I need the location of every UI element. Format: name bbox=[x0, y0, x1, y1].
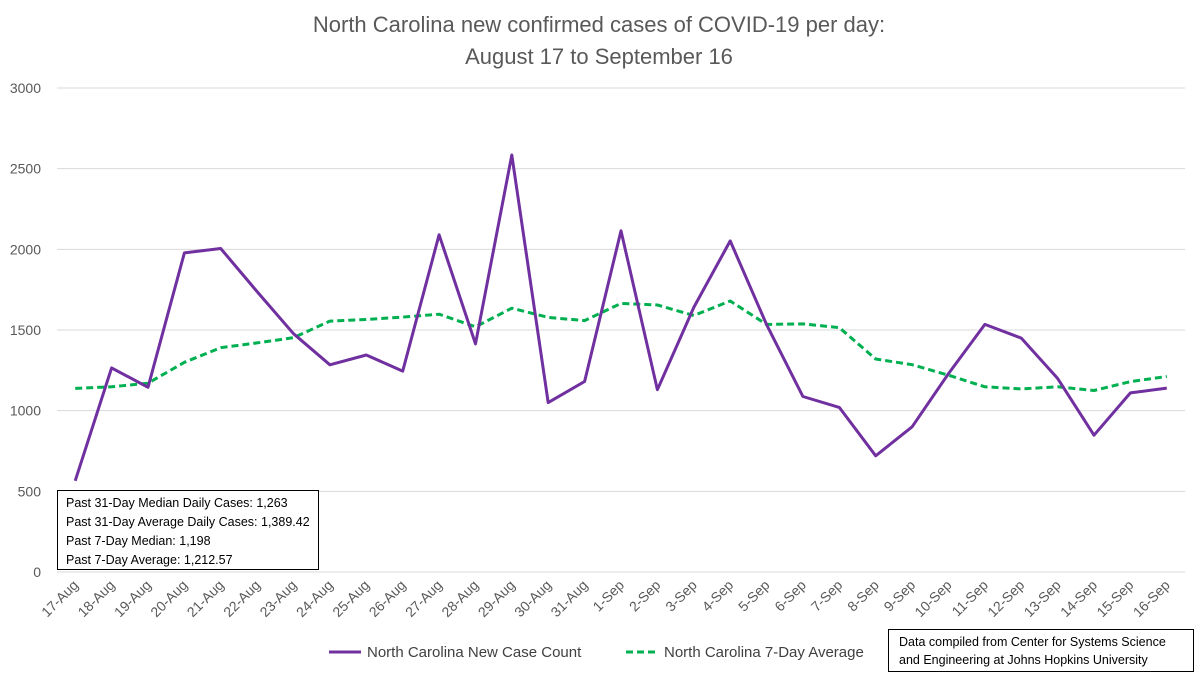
x-tick-label: 22-Aug bbox=[220, 577, 263, 620]
x-tick-label: 6-Sep bbox=[771, 577, 809, 615]
x-tick-label: 30-Aug bbox=[511, 577, 554, 620]
series-layer bbox=[73, 153, 1168, 482]
x-tick-label: 12-Sep bbox=[984, 577, 1027, 620]
x-tick-label: 26-Aug bbox=[366, 577, 409, 620]
x-tick-label: 18-Aug bbox=[74, 577, 117, 620]
x-tick-label: 10-Sep bbox=[911, 577, 954, 620]
chart-title-line2: August 17 to September 16 bbox=[465, 44, 733, 69]
x-tick-label: 3-Sep bbox=[662, 577, 700, 615]
x-tick-label: 31-Aug bbox=[547, 577, 590, 620]
x-tick-label: 1-Sep bbox=[589, 577, 627, 615]
stat-7day-average: Past 7-Day Average: 1,212.57 bbox=[66, 553, 233, 567]
x-tick-label: 29-Aug bbox=[475, 577, 518, 620]
legend-label-7day-average: North Carolina 7-Day Average bbox=[664, 644, 864, 661]
x-tick-label: 20-Aug bbox=[147, 577, 190, 620]
x-tick-label: 7-Sep bbox=[808, 577, 846, 615]
series-line-new-cases bbox=[73, 153, 1167, 482]
y-tick-label: 0 bbox=[33, 564, 41, 580]
x-tick-label: 25-Aug bbox=[329, 577, 372, 620]
x-tick-label: 11-Sep bbox=[948, 577, 991, 620]
y-tick-label: 1500 bbox=[10, 322, 41, 338]
x-tick-label: 8-Sep bbox=[844, 577, 882, 615]
x-tick-label: 28-Aug bbox=[438, 577, 481, 620]
x-tick-label: 23-Aug bbox=[256, 577, 299, 620]
legend-label-new-cases: North Carolina New Case Count bbox=[367, 644, 582, 661]
y-tick-label: 3000 bbox=[10, 80, 41, 96]
x-tick-label: 21-Aug bbox=[184, 577, 227, 620]
stat-31day-average: Past 31-Day Average Daily Cases: 1,389.4… bbox=[66, 515, 310, 529]
stats-box: Past 31-Day Median Daily Cases: 1,263 Pa… bbox=[57, 490, 319, 570]
y-tick-label: 500 bbox=[18, 483, 42, 499]
x-tick-label: 24-Aug bbox=[293, 577, 336, 620]
x-tick-label: 15-Sep bbox=[1093, 577, 1136, 620]
x-tick-label: 17-Aug bbox=[38, 577, 81, 620]
x-tick-label: 14-Sep bbox=[1057, 577, 1100, 620]
x-tick-label: 16-Sep bbox=[1130, 577, 1173, 620]
chart-title-line1: North Carolina new confirmed cases of CO… bbox=[313, 12, 885, 37]
y-tick-label: 2000 bbox=[10, 241, 41, 257]
x-tick-label: 13-Sep bbox=[1021, 577, 1064, 620]
x-axis-ticks: 17-Aug18-Aug19-Aug20-Aug21-Aug22-Aug23-A… bbox=[38, 577, 1173, 620]
x-tick-label: 4-Sep bbox=[699, 577, 737, 615]
y-tick-label: 2500 bbox=[10, 161, 41, 177]
x-tick-label: 2-Sep bbox=[626, 577, 664, 615]
x-tick-label: 19-Aug bbox=[111, 577, 154, 620]
series-line-7day-average bbox=[75, 299, 1168, 392]
stat-31day-median: Past 31-Day Median Daily Cases: 1,263 bbox=[66, 496, 288, 510]
x-tick-label: 27-Aug bbox=[402, 577, 445, 620]
legend: North Carolina New Case Count North Caro… bbox=[329, 644, 864, 661]
y-axis-ticks: 0 500 1000 1500 2000 2500 3000 bbox=[10, 80, 41, 580]
stat-7day-median: Past 7-Day Median: 1,198 bbox=[66, 534, 211, 548]
y-tick-label: 1000 bbox=[10, 403, 41, 419]
x-tick-label: 5-Sep bbox=[735, 577, 773, 615]
source-note: Data compiled from Center for Systems Sc… bbox=[888, 629, 1194, 672]
